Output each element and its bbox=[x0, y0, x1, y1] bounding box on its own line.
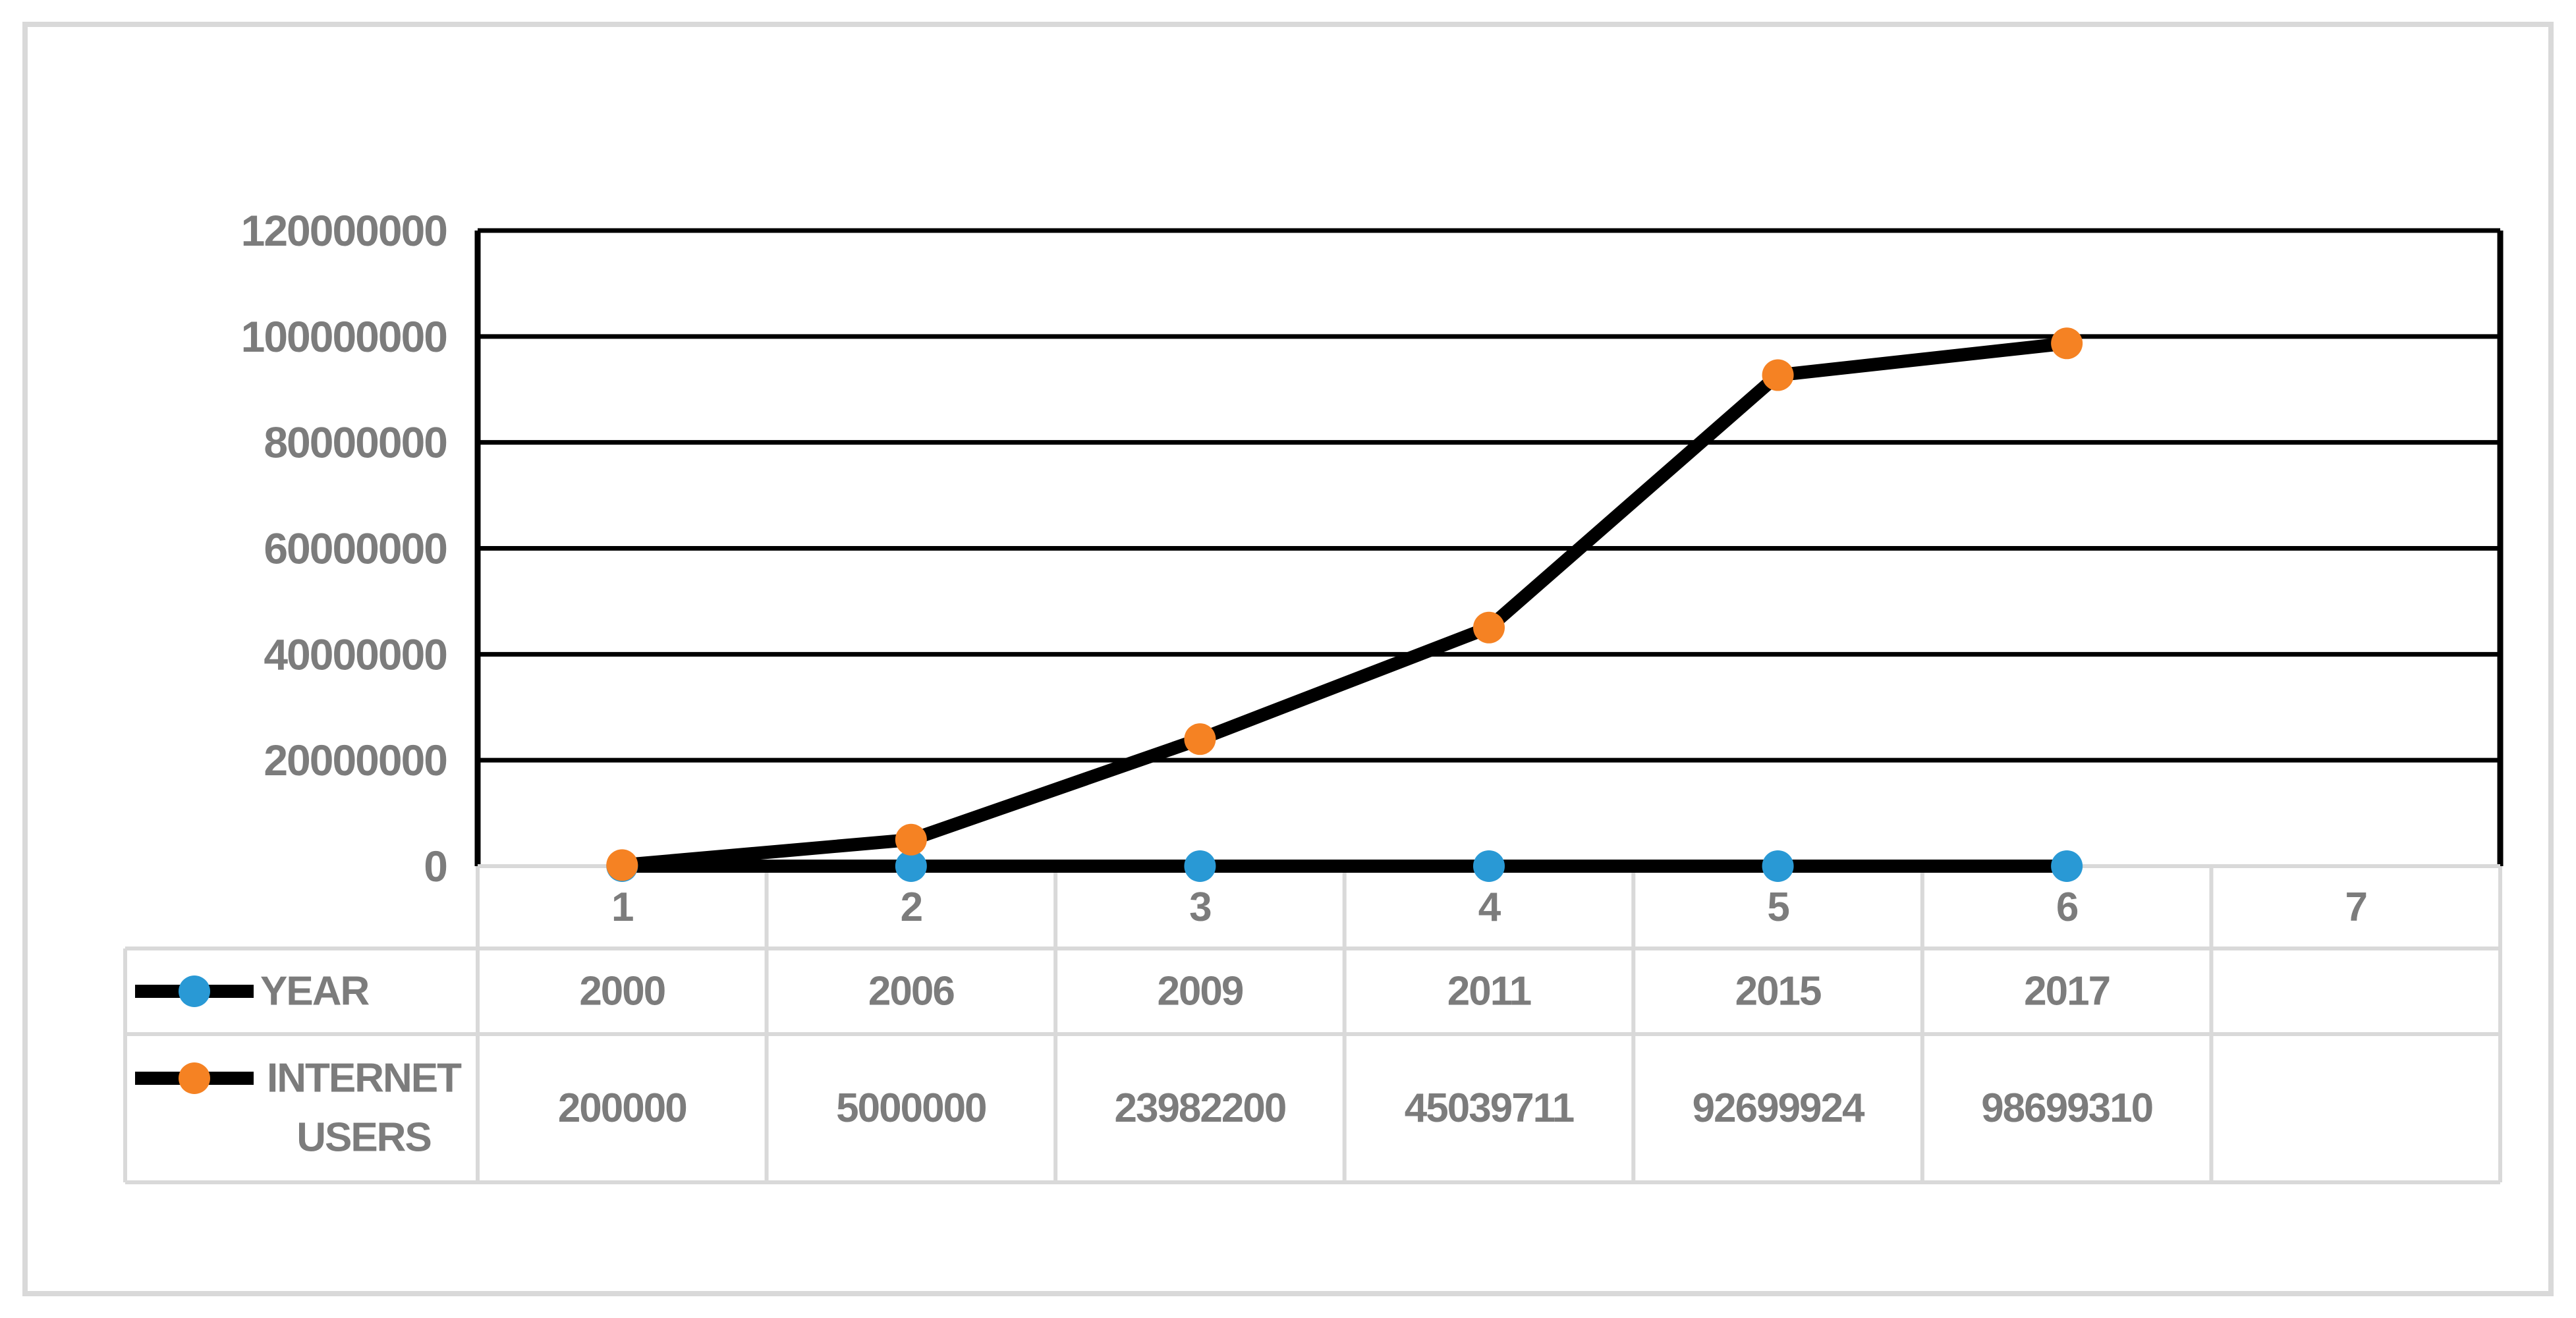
users-cell-value: 5000000 bbox=[836, 1085, 986, 1131]
users-cell-value: 92699924 bbox=[1693, 1085, 1865, 1131]
category-label: 5 bbox=[1767, 885, 1789, 930]
y-axis-tick-label: 100000000 bbox=[241, 312, 447, 361]
y-axis-tick-label: 60000000 bbox=[264, 524, 447, 573]
y-axis-tick-label: 120000000 bbox=[241, 206, 447, 255]
users-cell-value: 23982200 bbox=[1114, 1085, 1285, 1131]
legend-label-internet-users: INTERNET bbox=[267, 1056, 462, 1101]
category-label: 7 bbox=[2345, 885, 2366, 930]
users-cell-value: 45039711 bbox=[1405, 1085, 1574, 1131]
marker-internet-users bbox=[895, 823, 927, 856]
year-cell-value: 2000 bbox=[579, 969, 665, 1014]
marker-internet-users bbox=[606, 849, 638, 881]
marker-internet-users bbox=[2051, 327, 2083, 360]
year-cell-value: 2006 bbox=[868, 969, 954, 1014]
category-label: 4 bbox=[1478, 885, 1501, 930]
y-axis-tick-label: 0 bbox=[424, 842, 447, 891]
y-axis-tick-label: 20000000 bbox=[264, 736, 447, 784]
users-cell-value: 200000 bbox=[558, 1085, 686, 1131]
marker-internet-users bbox=[1473, 611, 1505, 644]
series-line-internet-users bbox=[621, 337, 2068, 872]
category-label: 2 bbox=[901, 885, 922, 930]
year-cell-value: 2009 bbox=[1157, 969, 1243, 1014]
category-label: 3 bbox=[1189, 885, 1211, 930]
legend-label-year: YEAR bbox=[260, 969, 369, 1014]
year-cell-value: 2017 bbox=[2024, 969, 2110, 1014]
y-axis-tick-label: 40000000 bbox=[264, 630, 447, 678]
users-cell-value: 98699310 bbox=[1981, 1085, 2152, 1131]
year-cell-value: 2015 bbox=[1735, 969, 1821, 1014]
marker-internet-users bbox=[1762, 359, 1794, 391]
y-axis-tick-label: 80000000 bbox=[264, 418, 447, 467]
marker-year bbox=[1762, 850, 1794, 882]
category-label: 1 bbox=[611, 885, 633, 930]
legend-marker-internet-users bbox=[179, 1062, 210, 1094]
legend-label-internet-users: USERS bbox=[296, 1115, 431, 1161]
marker-internet-users bbox=[1184, 723, 1216, 755]
marker-year bbox=[1473, 850, 1505, 882]
category-label: 6 bbox=[2056, 885, 2078, 930]
marker-year bbox=[895, 850, 927, 882]
year-cell-value: 2011 bbox=[1447, 969, 1531, 1014]
outer-frame bbox=[22, 22, 2554, 1296]
marker-year bbox=[2051, 850, 2083, 882]
marker-year bbox=[1184, 850, 1216, 882]
legend-marker-year bbox=[179, 975, 210, 1007]
